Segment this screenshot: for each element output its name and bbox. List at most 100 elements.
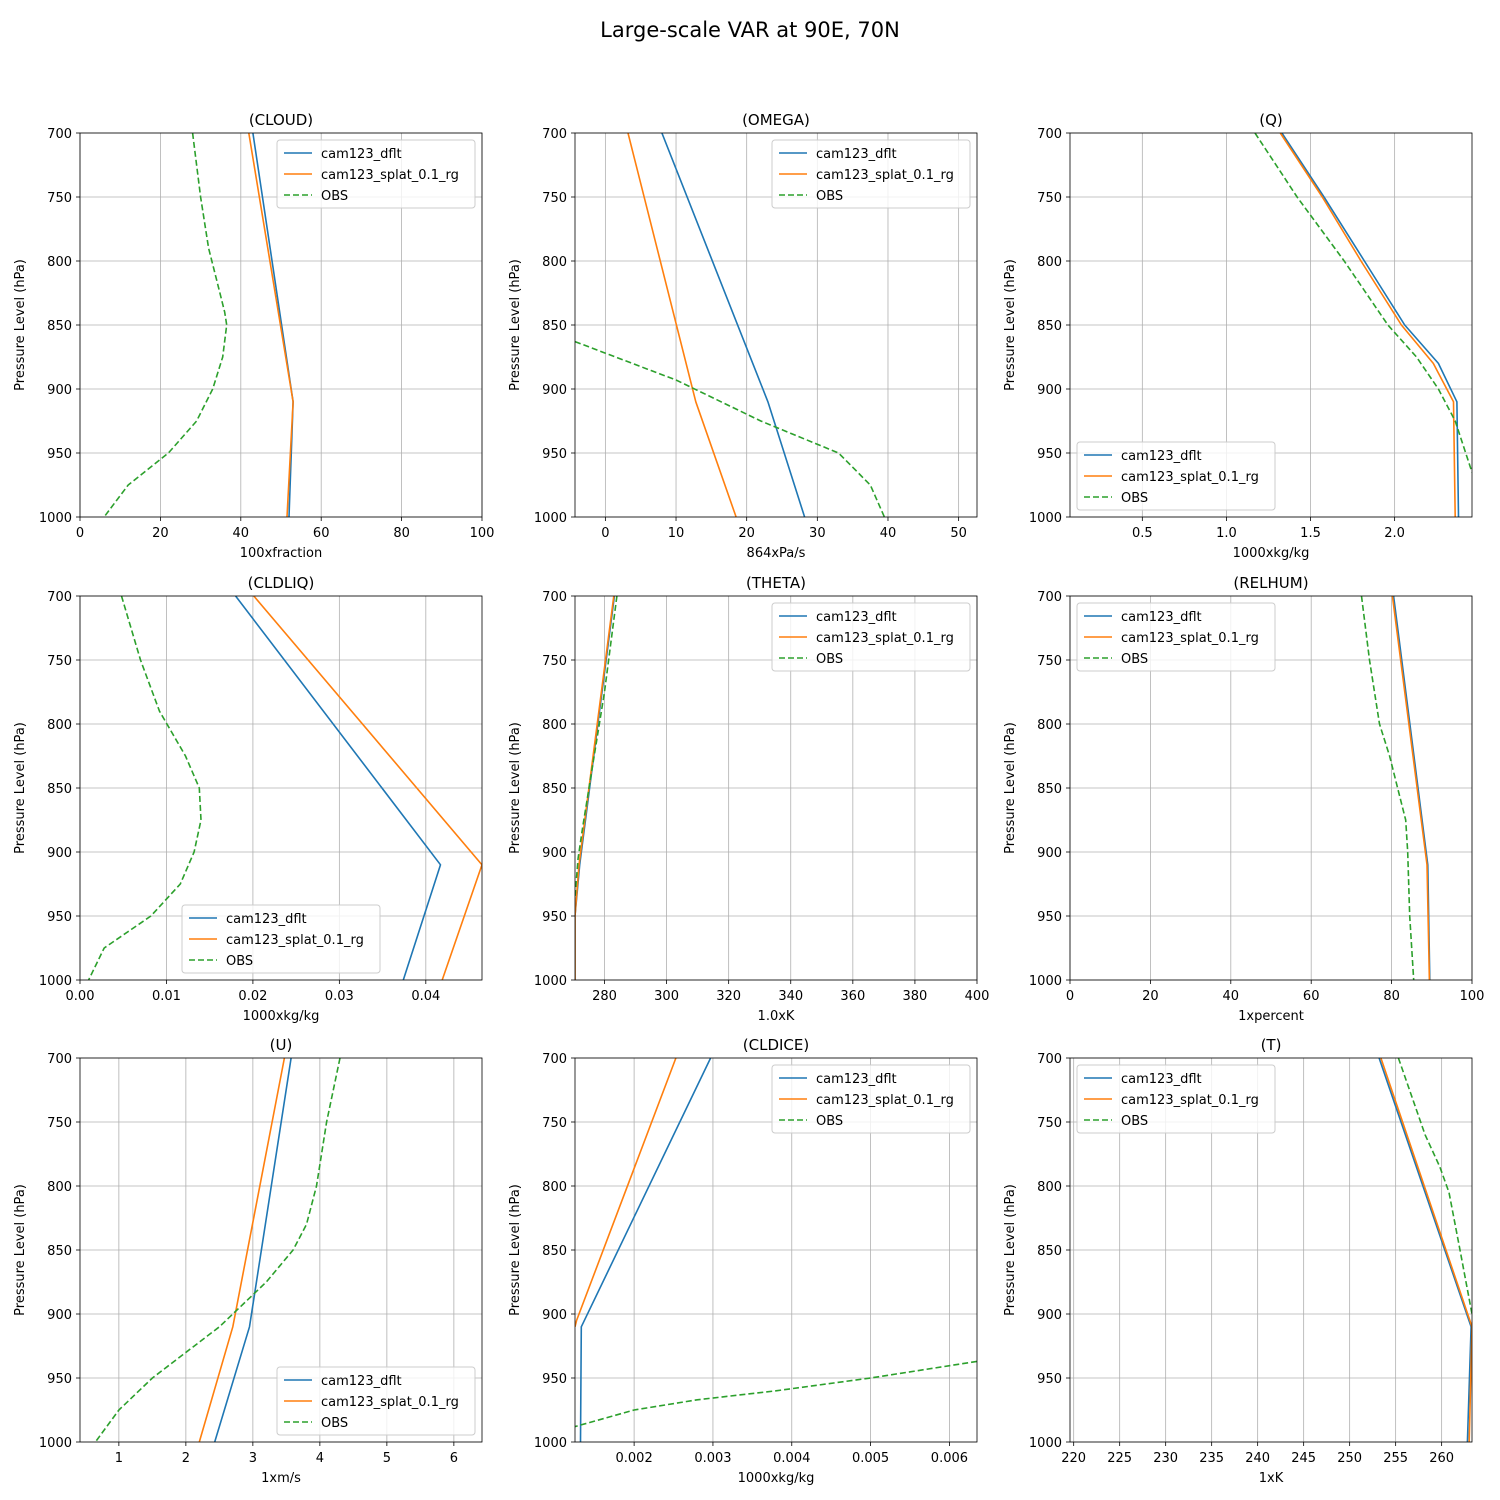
y-tick-label: 750 [47,1116,72,1131]
series-line-cam123-splat-0-1-rg [1391,596,1431,980]
x-axis-label: 100xfraction [240,546,322,561]
y-tick-label: 850 [47,782,72,797]
y-tick-label: 1000 [39,1436,72,1451]
x-tick-label: 4 [316,1451,324,1466]
legend-label: cam123_splat_0.1_rg [1121,631,1259,646]
series-line-cam123-dflt [579,1058,712,1442]
x-tick-label: 60 [313,526,330,541]
legend-label: OBS [321,189,348,204]
x-tick-label: 40 [233,526,250,541]
y-tick-label: 850 [542,319,567,334]
subplot-t: 220 225 230 235 240 245 250 255 260 700 750 800 850 9… [1003,1036,1473,1486]
subplot-title: (U) [270,1036,293,1054]
series-group [94,1058,341,1442]
y-tick-label: 800 [47,255,72,270]
y-tick-label: 700 [542,127,567,142]
legend-box [276,139,476,209]
y-tick-label: 750 [47,654,72,669]
x-tick-label: 80 [393,526,410,541]
y-tick-label: 800 [1037,718,1062,733]
series-group [87,596,482,980]
legend-label: OBS [816,1114,843,1129]
legend-label: cam123_dflt [321,147,402,162]
series-line-obs [1254,133,1472,473]
legend-label: cam123_dflt [1121,1072,1202,1087]
x-tick-label: 60 [1303,989,1320,1004]
x-tick-label: 2 [182,1451,190,1466]
y-axis-label: Pressure Level (hPa) [1003,722,1018,854]
x-tick-label: 100 [470,526,495,541]
y-tick-label: 900 [1037,383,1062,398]
y-axis-label: Pressure Level (hPa) [508,1184,523,1316]
y-axis-label: Pressure Level (hPa) [13,722,28,854]
x-tick-label: 40 [880,526,897,541]
y-tick-label: 700 [1037,127,1062,142]
legend-label: cam123_dflt [321,1374,402,1389]
x-tick-label: 5 [383,1451,391,1466]
y-tick-label: 850 [1037,319,1062,334]
legend-label: OBS [816,189,843,204]
legend-label: cam123_splat_0.1_rg [1121,470,1259,485]
legend-label: cam123_splat_0.1_rg [1121,1093,1259,1108]
y-tick-label: 1000 [39,974,72,989]
y-tick-label: 950 [47,447,72,462]
y-tick-label: 750 [1037,1116,1062,1131]
x-tick-label: 0 [601,526,609,541]
legend-label: cam123_splat_0.1_rg [816,631,954,646]
subplot-title: (THETA) [746,574,806,592]
y-tick-label: 750 [542,191,567,206]
series-line-obs [1397,1058,1472,1315]
series-group [575,133,886,517]
x-tick-label: 360 [840,989,865,1004]
x-tick-label: 6 [450,1451,458,1466]
series-line-cam123-splat-0-1-rg [1279,133,1456,517]
legend-box [276,1366,476,1436]
legend-label: OBS [226,954,253,969]
series-line-obs [94,1058,341,1442]
y-tick-label: 900 [1037,846,1062,861]
y-tick-label: 700 [47,590,72,605]
subplot-cldliq: 0.00 0.01 0.02 0.03 0.04 700 750 800 850 900 950 10… [13,574,483,1024]
x-axis-label: 1xK [1259,1471,1284,1486]
subplot-title: (CLOUD) [249,111,313,129]
x-tick-label: 20 [738,526,755,541]
legend: cam123_dflt cam123_splat_0.1_rg OBS [771,139,971,209]
subplot-theta: 280 300 320 340 360 380 400 700 750 800 850 900 950 1… [508,574,989,1024]
legend: cam123_dflt cam123_splat_0.1_rg OBS [181,904,381,974]
y-tick-label: 950 [47,910,72,925]
subplot-relhum: 0 20 40 60 80 100 700 750 800 850 900 950 1000 (RELHU… [1003,574,1484,1024]
y-tick-label: 900 [542,846,567,861]
x-tick-label: 300 [654,989,679,1004]
y-tick-label: 850 [542,1244,567,1259]
x-tick-label: 1.0 [1216,526,1237,541]
legend-label: cam123_splat_0.1_rg [321,168,459,183]
x-axis-label: 1000xkg/kg [738,1471,815,1486]
y-tick-label: 950 [542,910,567,925]
y-tick-label: 950 [542,447,567,462]
y-tick-label: 1000 [1029,1436,1062,1451]
x-tick-label: 250 [1337,1451,1362,1466]
x-axis-label: 1000xkg/kg [243,1009,320,1024]
y-axis-label: Pressure Level (hPa) [508,259,523,391]
y-tick-label: 850 [47,1244,72,1259]
y-tick-label: 950 [47,1372,72,1387]
y-tick-label: 700 [542,1052,567,1067]
subplot-grid: 0 20 40 60 80 100 700 750 800 850 900 950 1000 (CLOUD… [13,111,1484,1486]
legend: cam123_dflt cam123_splat_0.1_rg OBS [771,1064,971,1134]
y-tick-label: 900 [47,846,72,861]
y-axis-label: Pressure Level (hPa) [1003,1184,1018,1316]
series-line-obs [575,340,886,517]
x-tick-label: 260 [1429,1451,1454,1466]
y-tick-label: 750 [47,191,72,206]
series-group [1254,133,1472,517]
legend-label: OBS [1121,1114,1148,1129]
legend-label: cam123_dflt [1121,449,1202,464]
y-tick-label: 700 [47,1052,72,1067]
series-group [1378,1058,1472,1442]
subplot-omega: 0 10 20 30 40 50 700 750 800 850 900 950 1000 (OMEGA)… [508,111,978,561]
x-tick-label: 2.0 [1384,526,1405,541]
subplot-title: (RELHUM) [1233,574,1308,592]
subplot-q: 0.5 1.0 1.5 2.0 700 750 800 850 900 950 1000 (Q) 100… [1003,111,1473,561]
y-tick-label: 850 [1037,1244,1062,1259]
x-tick-label: 1.5 [1300,526,1321,541]
